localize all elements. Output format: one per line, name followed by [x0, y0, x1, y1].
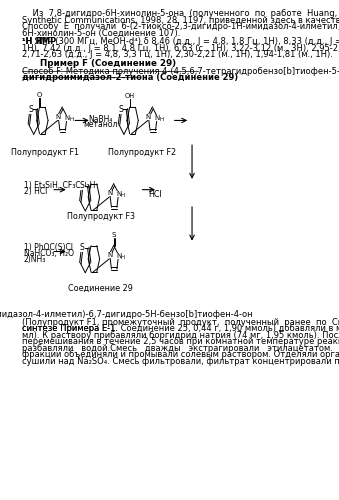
Text: Полупродукт F1: Полупродукт F1	[11, 148, 79, 157]
Text: O: O	[37, 92, 42, 98]
Text: синтезе Примера Е-1.: синтезе Примера Е-1.	[22, 324, 120, 334]
Text: H: H	[121, 255, 125, 260]
Text: метанол: метанол	[83, 120, 117, 130]
Text: мл). К раствору прибавляли боргидрид натрия (74 мг, 1,95 кмоль). После: мл). К раствору прибавляли боргидрид нат…	[22, 331, 339, 340]
Text: дигидроимидазол-2-тиона (Соединение 29): дигидроимидазол-2-тиона (Соединение 29)	[22, 74, 238, 82]
Text: N: N	[155, 114, 160, 120]
Text: Пример F (Соединение 29): Пример F (Соединение 29)	[40, 58, 176, 68]
Text: N: N	[56, 114, 61, 119]
Text: S: S	[28, 105, 33, 114]
Text: 2)NH₃: 2)NH₃	[24, 256, 46, 264]
Text: N: N	[116, 191, 121, 197]
Text: N: N	[107, 190, 112, 196]
Text: Соединение 29: Соединение 29	[68, 284, 133, 292]
Text: сушили над Na₂SO₄. Смесь фильтровали, фильтрат концентрировали при пониженном: сушили над Na₂SO₄. Смесь фильтровали, фи…	[22, 356, 339, 366]
Text: H: H	[69, 116, 73, 121]
Text: HCl: HCl	[148, 190, 162, 198]
Text: 2,71-2,63 (д.д., J = 4,8, 3,3 Гц, 1H), 2,30-2,21 (м., 1H), 1,94-1,81 (м., 1H).: 2,71-2,63 (д.д., J = 4,8, 3,3 Гц, 1H), 2…	[22, 50, 333, 59]
Text: (Полупродукт F1, промежуточный  продукт,  полученный  ранее  по  Способу  Е  в: (Полупродукт F1, промежуточный продукт, …	[22, 318, 339, 327]
Text: фракции объединяли и промывали солевым раствором. Отделяли органический слой и: фракции объединяли и промывали солевым р…	[22, 350, 339, 359]
Text: S: S	[80, 243, 85, 252]
Text: N: N	[116, 253, 121, 259]
Text: Полупродукт F2: Полупродукт F2	[108, 148, 176, 157]
Text: ¹H ЯМР (300 МГц, MeOH-d⁴) δ 8,46 (д.д., J = 4,8, 1,8 Гц, 1H), 8,33 (д.д., J = 7,: ¹H ЯМР (300 МГц, MeOH-d⁴) δ 8,46 (д.д., …	[22, 37, 339, 46]
Text: N: N	[146, 114, 151, 119]
Text: разбавляли   водой.Смесь   дважды   экстрагировали   этилацетатом.   Органически: разбавляли водой.Смесь дважды экстрагиро…	[22, 344, 339, 352]
Text: 1) Et₃SiH, CF₃CO₂H: 1) Et₃SiH, CF₃CO₂H	[24, 181, 95, 190]
Text: Из  7,8-дигидро-6H-хинолин-5-она  (полученного  по  работе  Huang,  et.  al.: Из 7,8-дигидро-6H-хинолин-5-она (получен…	[22, 10, 339, 18]
Text: OH: OH	[125, 93, 135, 99]
Text: N: N	[107, 252, 112, 258]
Text: H: H	[159, 116, 163, 121]
Text: NaHCO₃, H₂O: NaHCO₃, H₂O	[24, 249, 74, 258]
Text: 5-(1H-Имидазол-4-илметил)-6,7-дигидро-5H-бензо[b]тиофен-4-он: 5-(1H-Имидазол-4-илметил)-6,7-дигидро-5H…	[0, 310, 253, 319]
Text: Полупродукт F3: Полупродукт F3	[67, 212, 135, 221]
Text: S: S	[80, 182, 85, 190]
Text: S: S	[119, 105, 123, 114]
Text: ¹H ЯМР: ¹H ЯМР	[22, 37, 56, 46]
Text: перемешивания в течение 2,5 часов при комнатной температуре реакционную массу: перемешивания в течение 2,5 часов при ко…	[22, 338, 339, 346]
Text: 6H-хинолин-5-он (Соединение 107).: 6H-хинолин-5-он (Соединение 107).	[22, 28, 180, 38]
Text: 1H), 7,42 (д.д., J = 8,1, 4,8 Гц, 1H), 6,63 (с., 1H), 3,22-3,12 (м., 3H), 2,95-2: 1H), 7,42 (д.д., J = 8,1, 4,8 Гц, 1H), 6…	[22, 44, 339, 52]
Text: Synthetic Communications, 1998, 28, 1197, приведенной здесь в качестве ссылки), : Synthetic Communications, 1998, 28, 1197…	[22, 16, 339, 25]
Text: синтезе Примера Е-1. Соединение 25, 0,44 г, 1,90 ммоль) добавляли в метанол (20: синтезе Примера Е-1. Соединение 25, 0,44…	[22, 324, 339, 334]
Text: N: N	[64, 114, 69, 120]
Text: H: H	[121, 193, 125, 198]
Text: 1) PhOC(S)Cl: 1) PhOC(S)Cl	[24, 242, 73, 252]
Text: S: S	[112, 232, 116, 238]
Text: NaBH₄: NaBH₄	[88, 114, 112, 124]
Text: Способу  Е  получали  6-(2-тиоксо-2,3-дигидро-1H-имидазол-4-илметил)-7,8-дигидро: Способу Е получали 6-(2-тиоксо-2,3-дигид…	[22, 22, 339, 32]
Text: 2) HCl: 2) HCl	[24, 188, 47, 196]
Text: Способ F: Методика получения 4-(4,5,6,7-тетрагидробензо[b]тиофен-5-илметил)-1,3-: Способ F: Методика получения 4-(4,5,6,7-…	[22, 68, 339, 76]
